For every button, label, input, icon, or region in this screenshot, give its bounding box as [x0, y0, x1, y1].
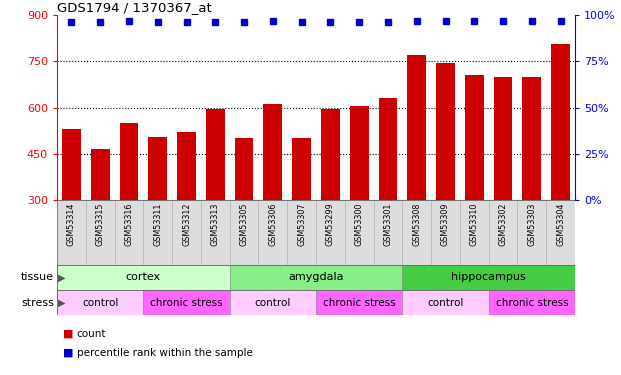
Text: GSM53316: GSM53316	[124, 202, 134, 246]
Text: count: count	[77, 329, 106, 339]
Bar	[114, 200, 143, 265]
Bar	[230, 265, 402, 290]
Bar	[522, 76, 541, 200]
Bar	[402, 200, 431, 265]
Text: amygdala: amygdala	[288, 273, 344, 282]
Text: ■: ■	[63, 348, 74, 357]
Bar	[148, 137, 167, 200]
Bar	[230, 290, 316, 315]
Bar	[316, 200, 345, 265]
Text: GSM53307: GSM53307	[297, 202, 306, 246]
Text: hippocampus: hippocampus	[451, 273, 526, 282]
Text: ▶: ▶	[58, 273, 66, 282]
Bar	[258, 200, 288, 265]
Text: percentile rank within the sample: percentile rank within the sample	[77, 348, 253, 357]
Bar	[489, 200, 517, 265]
Text: GSM53301: GSM53301	[383, 202, 392, 246]
Bar	[288, 200, 316, 265]
Text: GSM53311: GSM53311	[153, 202, 162, 246]
Bar	[431, 200, 460, 265]
Bar	[263, 104, 282, 200]
Text: GSM53302: GSM53302	[499, 202, 507, 246]
Bar	[489, 290, 575, 315]
Bar	[379, 98, 397, 200]
Text: GSM53308: GSM53308	[412, 202, 421, 246]
Bar	[350, 106, 368, 200]
Bar	[546, 200, 575, 265]
Bar	[465, 75, 484, 200]
Bar	[201, 200, 230, 265]
Text: GSM53312: GSM53312	[182, 202, 191, 246]
Bar	[292, 138, 311, 200]
Bar	[402, 265, 575, 290]
Text: GSM53313: GSM53313	[211, 202, 220, 246]
Bar	[120, 123, 138, 200]
Bar	[206, 109, 225, 200]
Bar	[177, 132, 196, 200]
Bar	[91, 149, 109, 200]
Text: GSM53304: GSM53304	[556, 202, 565, 246]
Text: control: control	[427, 297, 464, 307]
Text: cortex: cortex	[126, 273, 161, 282]
Text: GSM53306: GSM53306	[268, 202, 278, 246]
Text: stress: stress	[21, 297, 54, 307]
Bar	[86, 200, 114, 265]
Text: chronic stress: chronic stress	[496, 297, 568, 307]
Bar	[62, 129, 81, 200]
Text: GSM53305: GSM53305	[240, 202, 248, 246]
Text: chronic stress: chronic stress	[323, 297, 396, 307]
Bar	[402, 290, 489, 315]
Text: control: control	[255, 297, 291, 307]
Text: GDS1794 / 1370367_at: GDS1794 / 1370367_at	[57, 1, 212, 14]
Bar	[321, 109, 340, 200]
Bar	[57, 200, 86, 265]
Text: control: control	[82, 297, 119, 307]
Bar	[235, 138, 253, 200]
Bar	[551, 44, 570, 200]
Bar	[436, 63, 455, 200]
Text: GSM53310: GSM53310	[469, 202, 479, 246]
Bar	[345, 200, 374, 265]
Bar	[517, 200, 546, 265]
Bar	[143, 290, 230, 315]
Text: GSM53314: GSM53314	[67, 202, 76, 246]
Text: GSM53309: GSM53309	[441, 202, 450, 246]
Text: GSM53299: GSM53299	[326, 202, 335, 246]
Bar	[172, 200, 201, 265]
Text: ■: ■	[63, 329, 74, 339]
Bar	[407, 55, 426, 200]
Text: chronic stress: chronic stress	[150, 297, 223, 307]
Bar	[230, 200, 258, 265]
Text: ▶: ▶	[58, 297, 66, 307]
Bar	[494, 76, 512, 200]
Bar	[316, 290, 402, 315]
Text: GSM53315: GSM53315	[96, 202, 105, 246]
Bar	[374, 200, 402, 265]
Text: GSM53300: GSM53300	[355, 202, 364, 246]
Text: GSM53303: GSM53303	[527, 202, 537, 246]
Bar	[143, 200, 172, 265]
Text: tissue: tissue	[21, 273, 54, 282]
Bar	[57, 265, 230, 290]
Bar	[460, 200, 489, 265]
Bar	[57, 290, 143, 315]
